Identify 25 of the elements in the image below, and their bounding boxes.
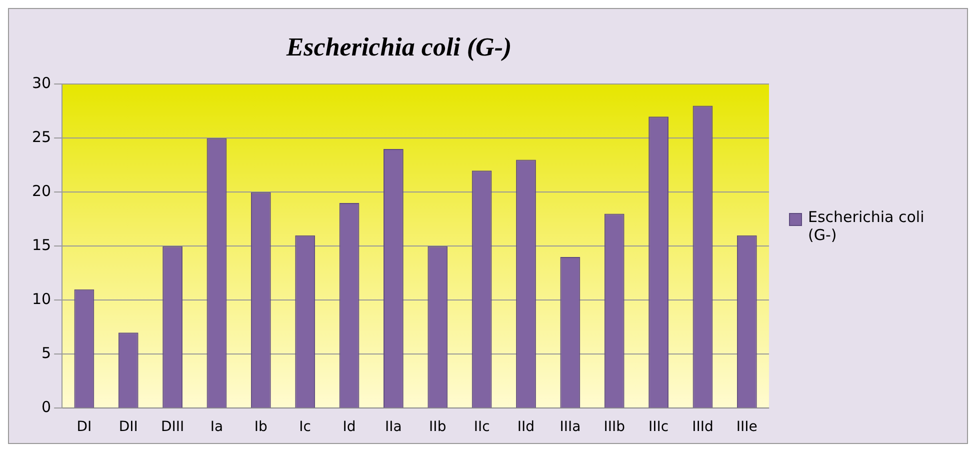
x-tick-label: IIIe xyxy=(736,419,758,436)
y-tick-label: 5 xyxy=(42,344,52,362)
x-tick-label: IIIc xyxy=(648,419,669,436)
x-tick-label: Ic xyxy=(299,419,311,436)
x-tick-label: IIIb xyxy=(604,419,626,436)
x-tick-label: IIb xyxy=(429,419,446,436)
x-tick-label: IIIa xyxy=(560,419,581,436)
y-tick-label: 10 xyxy=(32,290,52,308)
x-tick-label: DII xyxy=(118,419,138,436)
x-tick-label: Id xyxy=(342,419,356,436)
x-tick-label: IId xyxy=(517,419,535,436)
y-tick-label: 25 xyxy=(32,128,52,146)
text: Escherichia coli (G-) xyxy=(808,208,926,244)
chart-title: Escherichia coli (G-) xyxy=(285,32,512,62)
x-tick-label: IIc xyxy=(474,419,490,436)
x-tick-label: IIa xyxy=(385,419,402,436)
y-tick-label: 15 xyxy=(32,236,52,254)
y-tick-label: 0 xyxy=(42,398,52,416)
x-tick-label: DIII xyxy=(160,419,184,436)
y-tick-label: 20 xyxy=(32,182,52,200)
x-tick-label: IIId xyxy=(692,419,714,436)
x-tick-label: Ia xyxy=(210,419,224,436)
y-tick-label: 30 xyxy=(32,74,52,92)
x-tick-label: DI xyxy=(76,419,92,436)
x-tick-label: Ib xyxy=(254,419,268,436)
